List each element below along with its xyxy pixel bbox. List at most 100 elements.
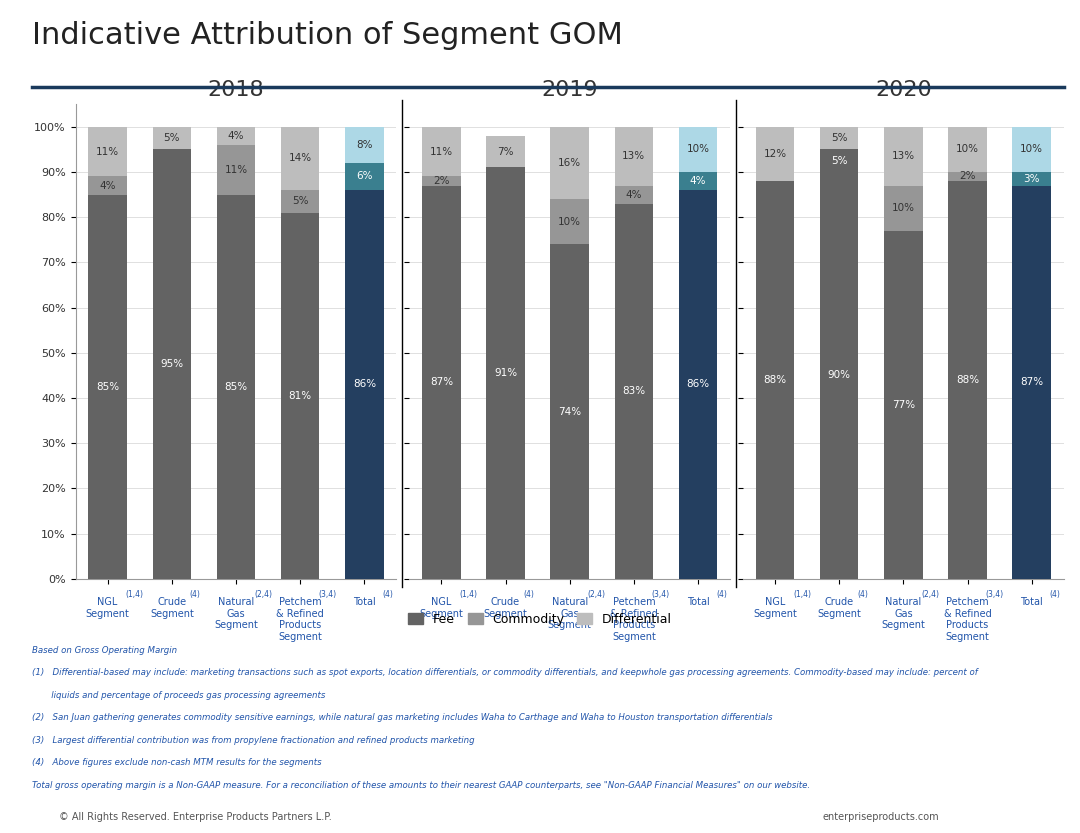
Text: 8%: 8%	[356, 140, 373, 150]
Text: 83%: 83%	[622, 387, 646, 397]
Bar	[486, 167, 525, 579]
Bar	[615, 203, 653, 579]
Bar	[217, 195, 255, 579]
Bar	[217, 145, 255, 195]
Bar	[551, 244, 589, 579]
Bar	[89, 177, 127, 195]
Bar	[89, 127, 127, 177]
Text: (4): (4)	[716, 591, 727, 599]
Text: 74%: 74%	[558, 407, 581, 416]
Bar	[346, 163, 383, 190]
Text: Total: Total	[353, 597, 376, 607]
Bar	[679, 172, 717, 190]
Text: 4%: 4%	[228, 131, 244, 141]
Text: Crude
Segment: Crude Segment	[818, 597, 861, 619]
Text: (2,4): (2,4)	[921, 591, 940, 599]
Text: 87%: 87%	[1021, 377, 1043, 387]
Bar	[422, 127, 460, 177]
Text: (1,4): (1,4)	[793, 591, 811, 599]
Text: ⚡: ⚡	[25, 811, 35, 824]
Text: (4): (4)	[190, 591, 201, 599]
Text: 91%: 91%	[494, 368, 517, 378]
Text: 3%: 3%	[1024, 174, 1040, 184]
Text: NGL
Segment: NGL Segment	[419, 597, 463, 619]
Bar	[615, 127, 653, 186]
Bar	[422, 177, 460, 186]
Bar	[679, 127, 717, 172]
Text: Total gross operating margin is a Non-GAAP measure. For a reconciliation of thes: Total gross operating margin is a Non-GA…	[32, 781, 810, 790]
Text: NGL
Segment: NGL Segment	[753, 597, 797, 619]
Text: (2,4): (2,4)	[588, 591, 606, 599]
Bar	[281, 212, 320, 579]
Text: Natural
Gas
Segment: Natural Gas Segment	[881, 597, 926, 631]
Text: 85%: 85%	[225, 382, 247, 392]
Title: 2020: 2020	[875, 80, 932, 100]
Legend: Fee, Commodity, Differential: Fee, Commodity, Differential	[403, 608, 677, 631]
Bar	[486, 136, 525, 167]
Text: 87%: 87%	[430, 377, 453, 387]
Text: 5%: 5%	[831, 156, 848, 166]
Bar	[885, 127, 922, 186]
Text: (2)   San Juan gathering generates commodity sensitive earnings, while natural g: (2) San Juan gathering generates commodi…	[32, 713, 773, 722]
Text: (1)   Differential-based may include: marketing transactions such as spot export: (1) Differential-based may include: mark…	[32, 668, 978, 677]
Text: Petchem
& Refined
Products
Segment: Petchem & Refined Products Segment	[944, 597, 991, 641]
Bar	[281, 127, 320, 190]
Text: 5%: 5%	[831, 133, 848, 143]
Bar	[756, 181, 794, 579]
Text: 4%: 4%	[99, 181, 116, 191]
Text: 6%: 6%	[356, 172, 373, 182]
Text: liquids and percentage of proceeds gas processing agreements: liquids and percentage of proceeds gas p…	[32, 691, 326, 700]
Text: 86%: 86%	[353, 380, 376, 390]
Text: 2%: 2%	[959, 172, 976, 182]
Text: 4%: 4%	[625, 190, 643, 200]
Text: Indicative Attribution of Segment GOM: Indicative Attribution of Segment GOM	[32, 21, 623, 50]
Bar	[820, 172, 859, 579]
Text: (2,4): (2,4)	[254, 591, 272, 599]
Title: 2018: 2018	[207, 80, 265, 100]
Title: 2019: 2019	[541, 80, 598, 100]
Text: (4): (4)	[858, 591, 868, 599]
Text: 13%: 13%	[622, 151, 646, 161]
Bar	[346, 190, 383, 579]
Text: 77%: 77%	[892, 400, 915, 410]
Text: 11%: 11%	[96, 147, 119, 157]
Text: Total: Total	[1021, 597, 1043, 607]
Text: 86%: 86%	[687, 380, 710, 390]
Bar	[1012, 172, 1051, 186]
Bar	[1012, 127, 1051, 172]
Text: 7%: 7%	[497, 147, 514, 157]
Text: 5%: 5%	[163, 133, 180, 143]
Bar	[152, 149, 191, 579]
Bar	[885, 186, 922, 231]
Bar	[948, 172, 987, 181]
Text: Crude
Segment: Crude Segment	[484, 597, 527, 619]
Text: (3,4): (3,4)	[319, 591, 336, 599]
Bar	[217, 127, 255, 145]
Text: 90%: 90%	[827, 371, 851, 381]
Text: (3,4): (3,4)	[986, 591, 1003, 599]
Bar	[1012, 186, 1051, 579]
Text: (1,4): (1,4)	[459, 591, 477, 599]
Text: Crude
Segment: Crude Segment	[150, 597, 193, 619]
Text: 10%: 10%	[558, 217, 581, 227]
Bar	[756, 127, 794, 181]
Text: (1,4): (1,4)	[125, 591, 144, 599]
Text: 11%: 11%	[430, 147, 453, 157]
Text: Based on Gross Operating Margin: Based on Gross Operating Margin	[32, 646, 177, 655]
Bar	[948, 181, 987, 579]
Bar	[885, 231, 922, 579]
Bar	[948, 127, 987, 172]
Text: 10%: 10%	[892, 203, 915, 213]
Bar	[551, 199, 589, 244]
Bar	[281, 190, 320, 212]
Text: (4)   Above figures exclude non-cash MTM results for the segments: (4) Above figures exclude non-cash MTM r…	[32, 758, 322, 767]
Text: 16%: 16%	[558, 158, 581, 168]
Text: Natural
Gas
Segment: Natural Gas Segment	[214, 597, 258, 631]
Text: enterpriseproducts.com: enterpriseproducts.com	[823, 812, 940, 822]
Bar	[89, 195, 127, 579]
Text: NGL
Segment: NGL Segment	[85, 597, 130, 619]
Text: 81%: 81%	[288, 391, 312, 401]
Text: Total: Total	[687, 597, 710, 607]
Text: Petchem
& Refined
Products
Segment: Petchem & Refined Products Segment	[276, 597, 324, 641]
Text: Page 9: Page 9	[988, 811, 1037, 824]
